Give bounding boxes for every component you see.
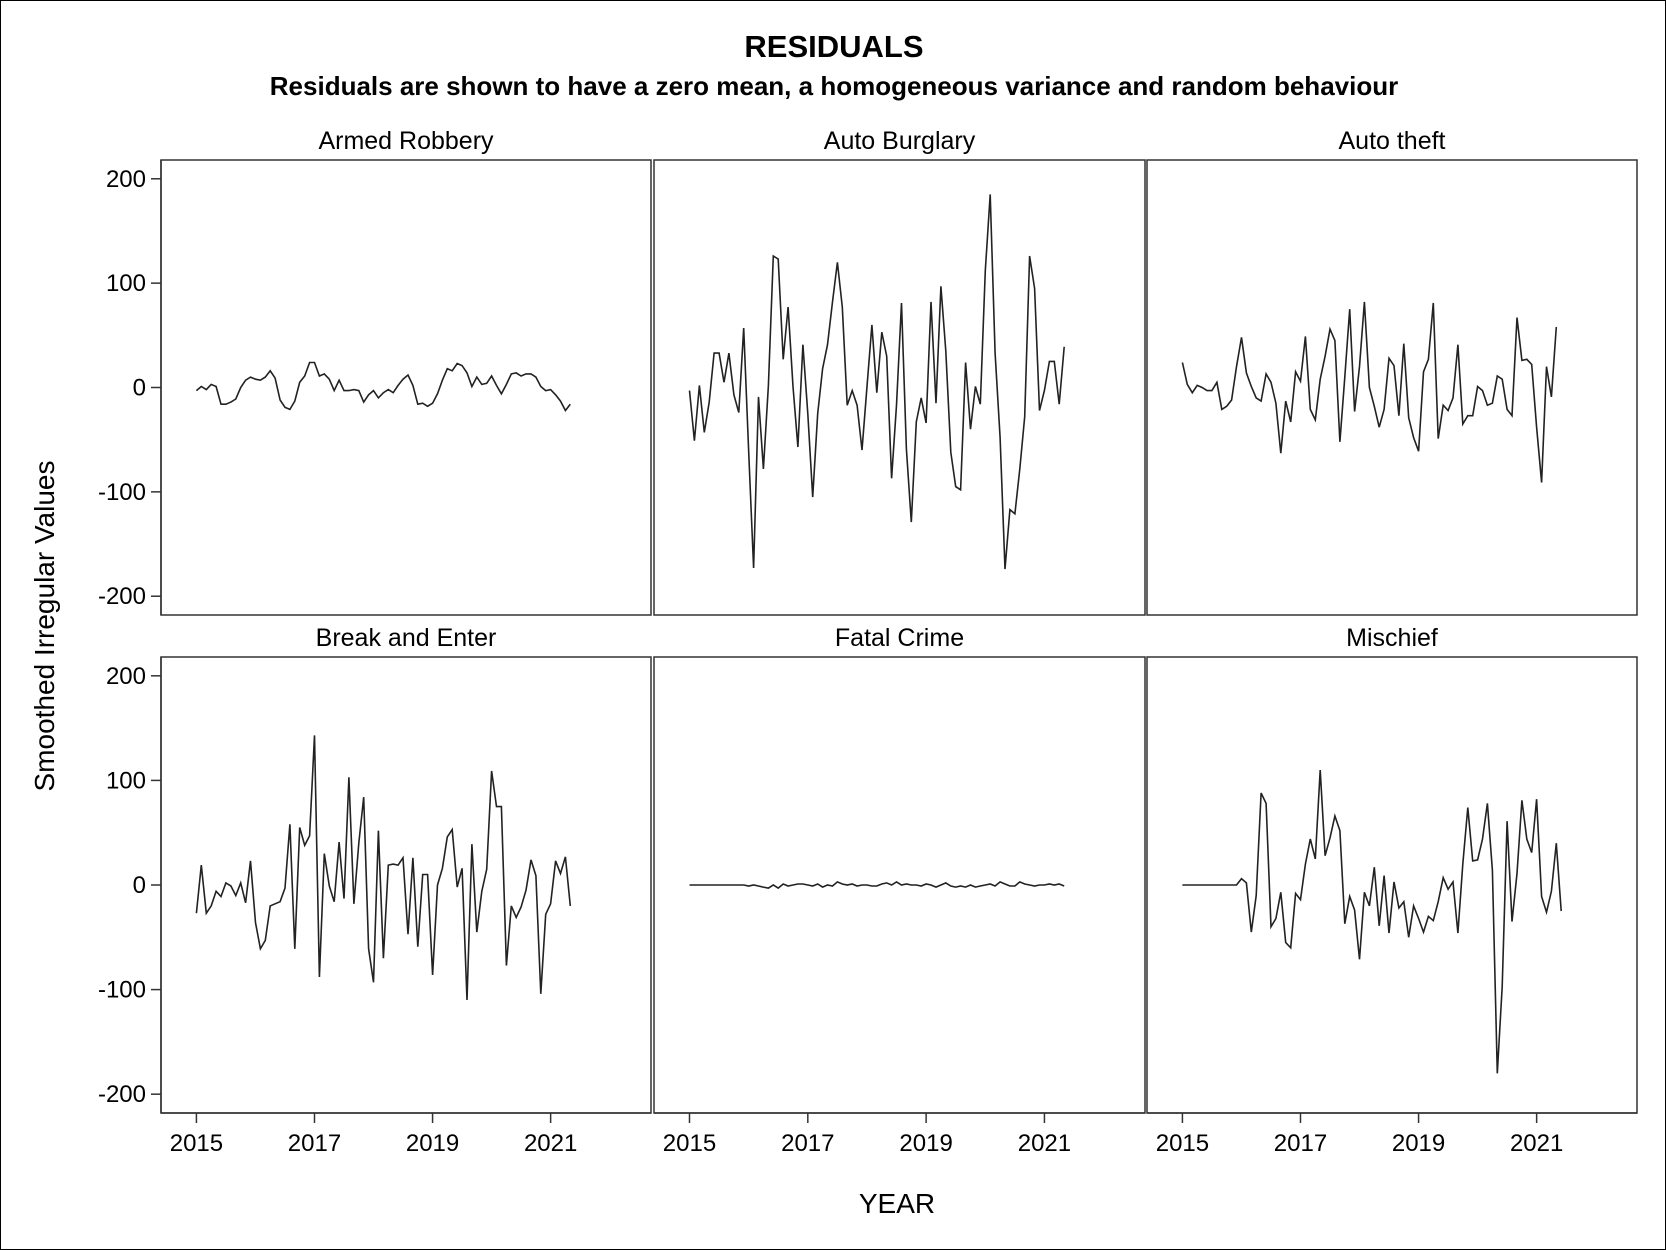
panel-title-armed-robbery: Armed Robbery: [318, 127, 494, 155]
series-line-break-and-enter: [195, 735, 572, 1001]
x-tick-label: 2019: [406, 1130, 459, 1157]
panel-frame-auto-burglary: [653, 159, 1146, 616]
y-tick-label: 200: [106, 166, 146, 193]
series-line-auto-theft: [1181, 301, 1558, 483]
x-tick-label: 2017: [1274, 1130, 1327, 1157]
x-tick-label: 2021: [524, 1130, 577, 1157]
chart-title: RESIDUALS: [744, 29, 923, 64]
y-tick-label: -200: [98, 583, 146, 610]
x-tick-label: 2015: [1156, 1130, 1209, 1157]
x-tick-label: 2017: [288, 1130, 341, 1157]
x-tick-label: 2019: [1392, 1130, 1445, 1157]
y-tick-label: 200: [106, 663, 146, 690]
y-axis-title: Smoothed Irregular Values: [29, 461, 60, 792]
panels: Armed Robbery -200 -100 0 100 200 Auto Burglar…: [98, 127, 1638, 1157]
series-line-auto-burglary: [688, 194, 1065, 570]
y-tick-label: 0: [133, 375, 146, 402]
panel-title-mischief: Mischief: [1346, 624, 1438, 652]
x-tick-label: 2021: [1018, 1130, 1071, 1157]
series-line-fatal-crime: [689, 880, 1065, 890]
panel-frame-armed-robbery: [160, 159, 652, 616]
panel-frame-auto-theft: [1146, 159, 1638, 616]
y-tick-label: -100: [98, 479, 146, 506]
x-axis-title: YEAR: [859, 1188, 935, 1219]
panel-title-auto-theft: Auto theft: [1338, 127, 1445, 155]
series-line-mischief: [1182, 769, 1562, 1074]
series-line-armed-robbery: [195, 361, 571, 412]
chart-subtitle: Residuals are shown to have a zero mean,…: [270, 71, 1398, 101]
y-tick-label: -200: [98, 1081, 146, 1108]
panel-title-fatal-crime: Fatal Crime: [835, 624, 964, 652]
x-tick-label: 2017: [781, 1130, 834, 1157]
x-tick-label: 2019: [899, 1130, 952, 1157]
y-tick-label: -100: [98, 977, 146, 1004]
panel-frame-break-and-enter: [160, 656, 652, 1114]
y-tick-label: 0: [133, 872, 146, 899]
x-tick-label: 2021: [1510, 1130, 1563, 1157]
x-tick-label: 2015: [170, 1130, 223, 1157]
panel-title-break-and-enter: Break and Enter: [316, 624, 497, 652]
panel-title-auto-burglary: Auto Burglary: [824, 127, 976, 155]
y-tick-label: 100: [106, 270, 146, 297]
y-tick-label: 100: [106, 767, 146, 794]
x-tick-label: 2015: [663, 1130, 716, 1157]
